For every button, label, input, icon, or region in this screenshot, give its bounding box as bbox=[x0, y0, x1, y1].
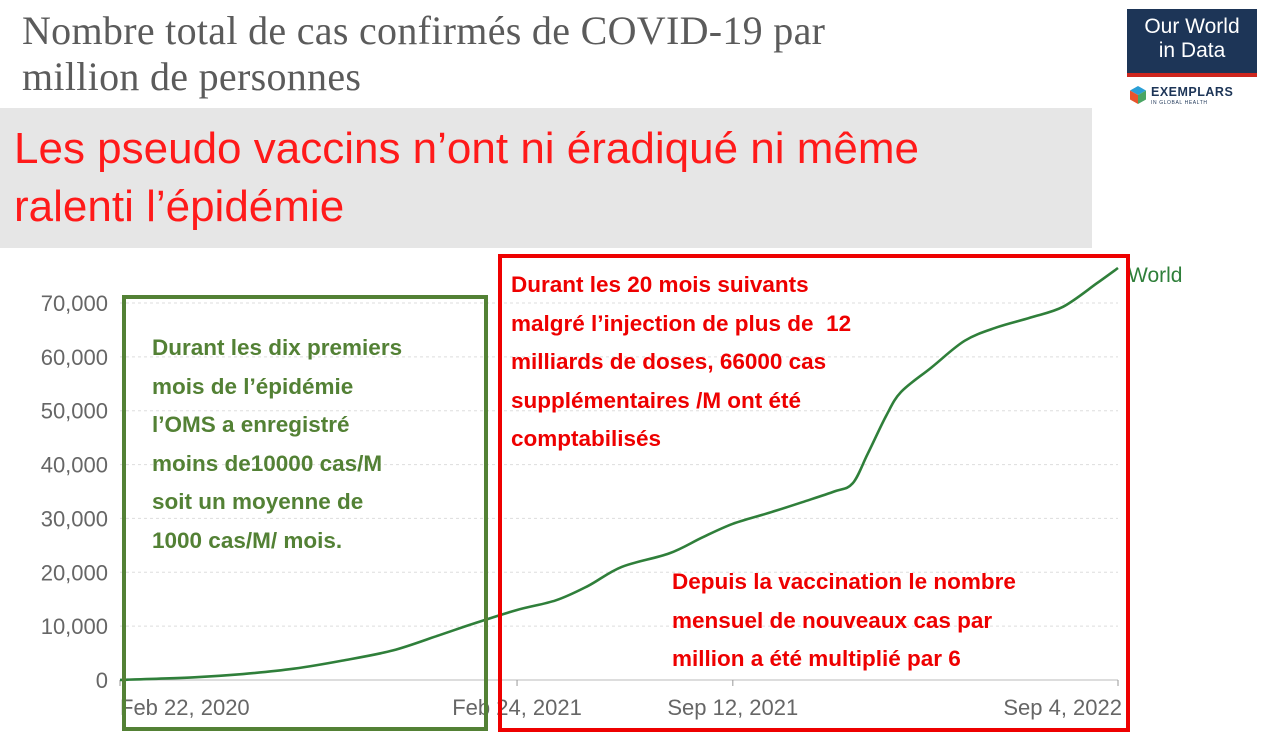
red-annotation-top: Durant les 20 mois suivants malgré l’inj… bbox=[511, 266, 1121, 459]
y-tick-label: 60,000 bbox=[41, 345, 108, 370]
green-annotation-line-6: 1000 cas/M/ mois. bbox=[152, 527, 343, 553]
red-annotation-top-line-3: milliards de doses, 66000 cas bbox=[511, 349, 827, 374]
y-tick-label: 10,000 bbox=[41, 614, 108, 639]
x-tick-label: Feb 24, 2021 bbox=[452, 695, 582, 720]
x-tick-label: Feb 22, 2020 bbox=[120, 695, 250, 720]
red-annotation-top-line-5: comptabilisés bbox=[511, 426, 662, 451]
chart-title: Nombre total de cas confirmés de COVID-1… bbox=[22, 8, 1022, 100]
y-tick-label: 0 bbox=[96, 668, 108, 693]
logo-line-1: Our World bbox=[1144, 15, 1240, 38]
red-annotation-bottom-line-1: Depuis la vaccination le nombre bbox=[672, 569, 1016, 594]
red-annotation-bottom: Depuis la vaccination le nombre mensuel … bbox=[672, 563, 1122, 679]
red-annotation-top-line-4: supplémentaires /M ont été bbox=[511, 387, 802, 413]
headline-banner: Les pseudo vaccins n’ont ni éradiqué ni … bbox=[0, 108, 1092, 248]
owid-logo[interactable]: Our World in Data EXEMPLARS IN GLOBAL HE… bbox=[1127, 9, 1257, 106]
y-axis: 0 10,000 20,000 30,000 40,000 50,000 60,000 70,… bbox=[41, 291, 108, 693]
y-tick-label: 50,000 bbox=[41, 399, 108, 424]
owid-logo-box: Our World in Data bbox=[1127, 9, 1257, 77]
headline-line-2: ralenti l’épidémie bbox=[14, 182, 345, 231]
y-tick-label: 40,000 bbox=[41, 453, 108, 478]
series-line-world bbox=[119, 266, 1119, 682]
exemplars-logo: EXEMPLARS IN GLOBAL HEALTH bbox=[1127, 83, 1257, 109]
red-annotation-bottom-line-3: million a été multiplié par 6 bbox=[672, 646, 961, 671]
headline-text: Les pseudo vaccins n’ont ni éradiqué ni … bbox=[14, 120, 1084, 236]
exemplars-name: EXEMPLARS bbox=[1151, 85, 1234, 99]
x-axis: Feb 22, 2020 Feb 24, 2021 Sep 12, 2021 Sep … bbox=[119, 680, 1122, 720]
red-annotation-top-line-1: Durant les 20 mois suivants bbox=[511, 272, 809, 297]
green-annotation-line-1: Durant les dix premiers bbox=[152, 335, 403, 360]
x-tick-label: Sep 12, 2021 bbox=[667, 695, 798, 720]
green-annotation-line-5: soit un moyenne de bbox=[152, 489, 364, 514]
cube-icon bbox=[1130, 86, 1146, 104]
grid bbox=[120, 302, 1118, 681]
logo-line-2: in Data bbox=[1158, 39, 1226, 62]
chart-title-line-1: Nombre total de cas confirmés de COVID-1… bbox=[22, 8, 826, 53]
y-tick-label: 30,000 bbox=[41, 506, 108, 531]
red-annotation-top-line-2: malgré l’injection de plus de 12 bbox=[511, 310, 852, 336]
headline-line-1: Les pseudo vaccins n’ont ni éradiqué ni … bbox=[14, 124, 919, 173]
exemplars-subtitle: IN GLOBAL HEALTH bbox=[1151, 100, 1208, 106]
chart-title-line-2: million de personnes bbox=[22, 54, 362, 99]
green-annotation: Durant les dix premiers mois de l’épidém… bbox=[152, 329, 472, 560]
green-annotation-line-4: moins de10000 cas/M bbox=[152, 450, 383, 476]
x-tick-label: Sep 4, 2022 bbox=[1003, 695, 1122, 720]
red-annotation-bottom-line-2: mensuel de nouveaux cas par bbox=[672, 607, 993, 633]
green-annotation-line-3: l’OMS a enregistré bbox=[152, 412, 350, 437]
green-annotation-line-2: mois de l’épidémie bbox=[152, 373, 354, 399]
series-label-world: World bbox=[1128, 264, 1182, 287]
y-tick-label: 20,000 bbox=[41, 560, 108, 585]
y-tick-label: 70,000 bbox=[41, 291, 108, 316]
